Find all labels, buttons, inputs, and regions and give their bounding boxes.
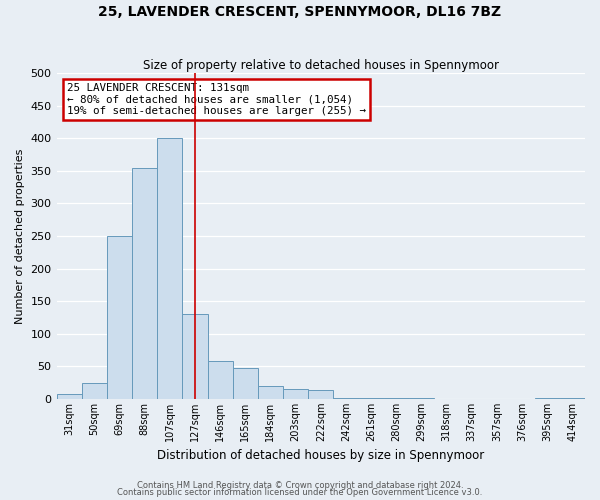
Text: 25 LAVENDER CRESCENT: 131sqm
← 80% of detached houses are smaller (1,054)
19% of: 25 LAVENDER CRESCENT: 131sqm ← 80% of de…: [67, 83, 366, 116]
Text: 25, LAVENDER CRESCENT, SPENNYMOOR, DL16 7BZ: 25, LAVENDER CRESCENT, SPENNYMOOR, DL16 …: [98, 5, 502, 19]
Bar: [208, 361, 233, 399]
Text: Contains public sector information licensed under the Open Government Licence v3: Contains public sector information licen…: [118, 488, 482, 497]
Bar: [409, 398, 434, 399]
Title: Size of property relative to detached houses in Spennymoor: Size of property relative to detached ho…: [143, 59, 499, 72]
Bar: [334, 398, 359, 399]
Bar: [182, 314, 208, 399]
Y-axis label: Number of detached properties: Number of detached properties: [15, 148, 25, 324]
Bar: [283, 389, 308, 399]
Bar: [560, 398, 585, 399]
Bar: [82, 382, 107, 399]
Bar: [535, 398, 560, 399]
Bar: [359, 398, 383, 399]
Bar: [56, 394, 82, 399]
Bar: [107, 236, 132, 399]
Text: Contains HM Land Registry data © Crown copyright and database right 2024.: Contains HM Land Registry data © Crown c…: [137, 480, 463, 490]
Bar: [308, 390, 334, 399]
Bar: [258, 386, 283, 399]
X-axis label: Distribution of detached houses by size in Spennymoor: Distribution of detached houses by size …: [157, 450, 484, 462]
Bar: [132, 168, 157, 399]
Bar: [383, 398, 409, 399]
Bar: [233, 368, 258, 399]
Bar: [157, 138, 182, 399]
